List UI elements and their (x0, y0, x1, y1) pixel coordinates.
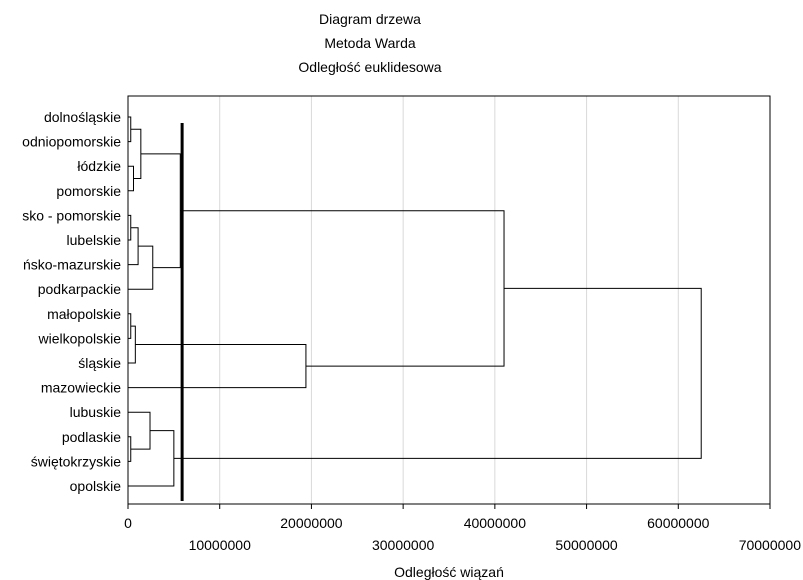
dendrogram-link (140, 153, 181, 269)
leaf-label: sko - pomorskie (22, 207, 121, 223)
x-tick-label: 30000000 (372, 537, 435, 553)
leaf-label: pomorskie (56, 183, 121, 199)
dendrogram-link (128, 430, 175, 487)
plot-frame (127, 95, 771, 505)
leaf-label: odniopomorskie (22, 134, 121, 150)
dendrogram-link (128, 325, 136, 364)
chart-title: Diagram drzewa Metoda Warda Odległość eu… (298, 11, 441, 75)
leaf-label: opolskie (70, 478, 122, 494)
dendrogram-link (128, 344, 307, 389)
leaf-labels: dolnośląskie odniopomorskie łódzkie pomorsk… (22, 109, 121, 494)
x-tick-label: 0 (124, 515, 132, 531)
leaf-label: ńsko-mazurskie (23, 257, 121, 273)
dendrogram-branches (128, 116, 702, 487)
dendrogram-link (128, 436, 132, 462)
leaf-label: małopolskie (47, 306, 121, 322)
x-tick-label: 20000000 (280, 515, 343, 531)
x-axis-ticks: 0 20000000 40000000 60000000 10000000 3000000… (124, 504, 801, 553)
leaf-label: podlaskie (62, 429, 121, 445)
gridlines (219, 96, 679, 504)
dendrogram-link (173, 287, 702, 459)
leaf-label: świętokrzyskie (31, 453, 121, 469)
dendrogram-link (130, 128, 142, 179)
title-line-3: Odległość euklidesowa (298, 59, 441, 75)
leaf-label: dolnośląskie (44, 109, 121, 125)
title-line-1: Diagram drzewa (319, 11, 421, 27)
leaf-label: łódzkie (77, 158, 121, 174)
dendrogram-link (128, 411, 151, 450)
x-tick-label: 10000000 (189, 537, 252, 553)
leaf-label: lubuskie (70, 404, 122, 420)
dendrogram-link (128, 245, 154, 290)
dendrogram-link (128, 214, 132, 241)
x-tick-label: 60000000 (647, 515, 710, 531)
x-tick-label: 70000000 (739, 537, 802, 553)
dendrogram-link (128, 165, 135, 192)
x-tick-label: 40000000 (464, 515, 527, 531)
dendrogram-link (128, 227, 139, 266)
x-tick-label: 50000000 (555, 537, 618, 553)
leaf-label: mazowieckie (41, 380, 121, 396)
title-line-2: Metoda Warda (324, 35, 416, 51)
leaf-label: podkarpackie (38, 281, 121, 297)
leaf-label: lubelskie (67, 232, 122, 248)
dendrogram-link (128, 116, 132, 143)
dendrogram-link (180, 210, 505, 367)
x-axis-title: Odległość wiązań (394, 564, 504, 580)
leaf-label: wielkopolskie (38, 330, 122, 346)
leaf-label: śląskie (78, 355, 121, 371)
dendrogram-link (128, 313, 132, 339)
